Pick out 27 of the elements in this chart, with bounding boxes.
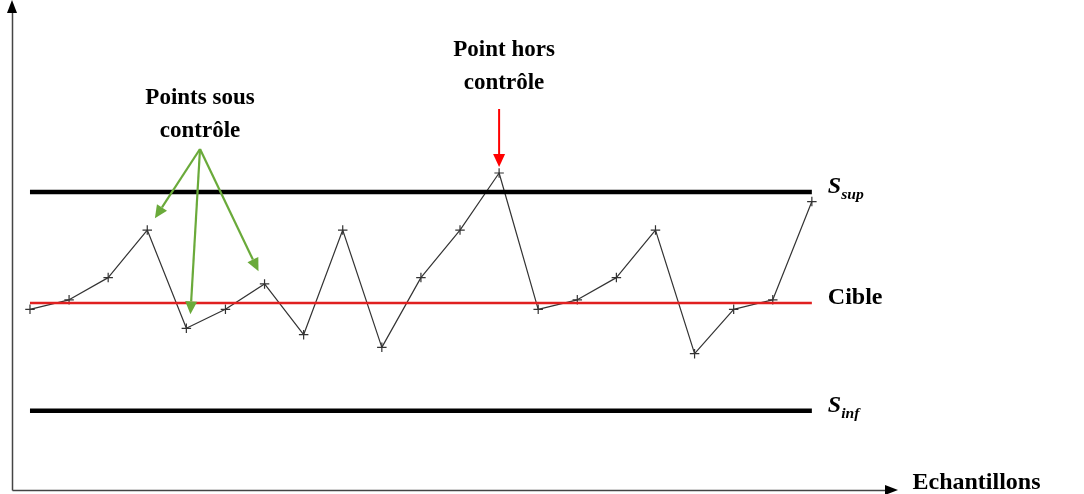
point	[102, 272, 114, 283]
text: Point hors contrôle	[452, 35, 556, 97]
point	[63, 294, 75, 306]
ref-line-label: Cible	[827, 282, 883, 310]
point	[806, 196, 818, 207]
point	[220, 303, 231, 315]
point	[24, 303, 36, 315]
ref-line-label: S$_{sup}$	[827, 172, 864, 203]
point	[259, 278, 270, 290]
x-axis-title: Echantillons	[912, 467, 1041, 494]
point	[532, 303, 544, 315]
point	[611, 272, 622, 283]
point	[181, 322, 192, 334]
point	[376, 342, 388, 353]
point	[767, 294, 779, 306]
point	[689, 348, 700, 360]
point	[141, 224, 153, 236]
text: Points sous contrôle	[144, 83, 256, 145]
point	[728, 303, 740, 315]
point	[298, 329, 309, 341]
point	[454, 224, 466, 236]
point	[415, 272, 427, 283]
point	[650, 224, 661, 236]
point	[337, 224, 349, 236]
point	[571, 294, 583, 306]
ref-line-label: S$_{inf}$	[827, 390, 860, 422]
point	[493, 167, 505, 179]
